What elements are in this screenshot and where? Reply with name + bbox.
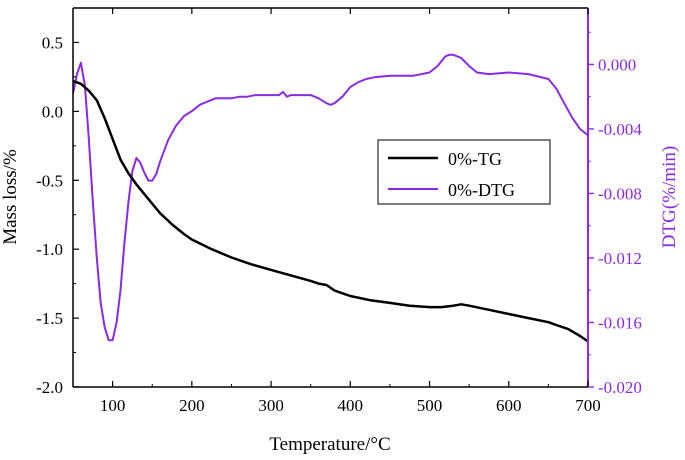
y-left-tick-label: -0.5: [36, 171, 63, 190]
legend-label-tg: 0%-TG: [448, 149, 502, 169]
y-left-tick-label: -1.5: [36, 309, 63, 328]
x-tick-label: 200: [179, 396, 205, 415]
x-tick-label: 300: [258, 396, 284, 415]
x-axis-title: Temperature/°C: [269, 434, 390, 455]
legend: 0%-TG 0%-DTG: [377, 139, 551, 205]
y-left-axis-title: Mass loss/%: [0, 149, 21, 245]
x-tick-label: 600: [496, 396, 522, 415]
x-tick-label: 500: [417, 396, 443, 415]
y-left-tick-label: -1.0: [36, 240, 63, 259]
y-right-axis-title: DTG(%/min): [659, 146, 680, 248]
y-right-tick-label: -0.012: [598, 249, 642, 268]
tg-series-line: [73, 79, 588, 343]
y-left-tick-label: -2.0: [36, 378, 63, 397]
x-tick-label: 700: [575, 396, 601, 415]
y-left-tick-label: 0.0: [42, 102, 63, 121]
y-right-tick-label: -0.020: [598, 378, 642, 397]
y-right-tick-label: -0.004: [598, 120, 642, 139]
x-tick-label: 400: [338, 396, 364, 415]
legend-box: [377, 139, 551, 205]
y-right-tick-label: -0.008: [598, 184, 642, 203]
x-tick-label: 100: [100, 396, 126, 415]
y-right-tick-label: 0.000: [598, 55, 636, 74]
dtg-series-line: [73, 53, 588, 342]
y-right-tick-label: -0.016: [598, 313, 642, 332]
legend-label-dtg: 0%-DTG: [448, 180, 515, 200]
y-left-tick-label: 0.5: [42, 33, 63, 52]
